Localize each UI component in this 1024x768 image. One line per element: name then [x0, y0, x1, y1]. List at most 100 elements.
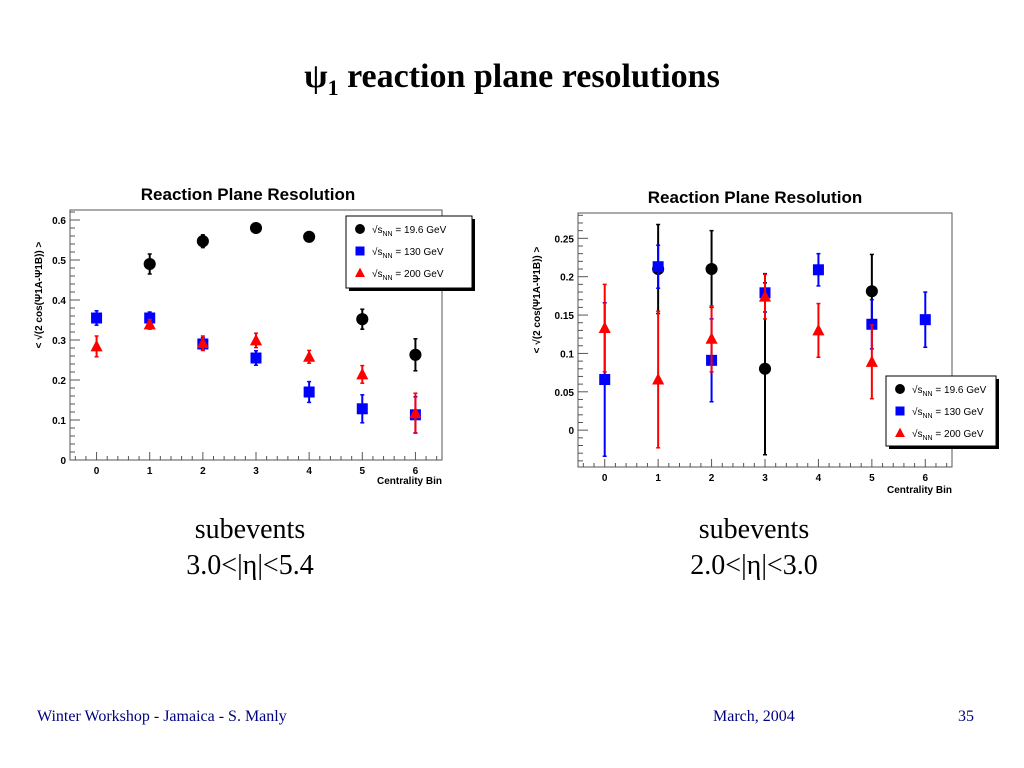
legend-label-1: √sNN = 130 GeV: [372, 246, 444, 260]
data-point: [250, 352, 262, 364]
chart-left-xtick-label: 3: [253, 466, 259, 477]
data-point: [812, 264, 824, 276]
chart-left-xtick-label: 6: [413, 466, 419, 477]
chart-right-series-circle: [652, 223, 878, 456]
chart-right-series-triangle: [598, 273, 878, 449]
legend-label-2: √sNN = 200 GeV: [912, 428, 984, 442]
chart-left-xtick-label: 2: [200, 466, 206, 477]
data-point: [356, 367, 369, 380]
caption-right: subevents 2.0<|η|<3.0: [604, 512, 904, 584]
legend-marker-circle: [895, 384, 905, 394]
chart-left-ytick-label: 0.5: [52, 256, 66, 267]
data-point: [919, 314, 931, 326]
chart-right: Reaction Plane Resolution 0 0.05 0.1 0.15 0.2…: [520, 180, 1000, 500]
data-point: [196, 336, 209, 349]
data-point: [865, 285, 878, 298]
chart-left-title: Reaction Plane Resolution: [141, 185, 355, 204]
chart-right-xtick-label: 0: [602, 473, 608, 484]
data-point: [866, 318, 878, 330]
title-subscript: 1: [327, 74, 339, 100]
data-point: [409, 406, 422, 419]
legend-label-0: √sNN = 19.6 GeV: [912, 384, 987, 398]
chart-left-ytick-label: 0.3: [52, 336, 66, 347]
legend-label-2: √sNN = 200 GeV: [372, 268, 444, 282]
caption-left-line2: 3.0<|η|<5.4: [186, 550, 314, 581]
chart-right-svg: Reaction Plane Resolution 0 0.05 0.1 0.15 0.2…: [532, 188, 999, 496]
legend-marker-triangle: [895, 427, 905, 438]
data-point: [196, 235, 209, 248]
footer-author: Winter Workshop - Jamaica - S. Manly: [37, 708, 287, 725]
legend-label-1: √sNN = 130 GeV: [912, 406, 984, 420]
chart-right-ytick-label: 0: [568, 426, 574, 437]
chart-left-ylabel: < √(2 cos(Ψ1A-Ψ1B)) >: [34, 241, 45, 348]
data-point: [758, 362, 772, 375]
chart-right-xtick-label: 3: [762, 473, 768, 484]
data-point: [356, 313, 369, 326]
chart-right-xtick-label: 1: [655, 473, 661, 484]
chart-left-series-circle: [143, 221, 422, 372]
chart-left-ytick-label: 0.4: [52, 296, 66, 307]
chart-right-xtick-label: 4: [816, 473, 822, 484]
chart-right-xtick-label: 2: [709, 473, 715, 484]
chart-right-ytick-label: 0.2: [560, 273, 574, 284]
chart-left-ytick-label: 0.6: [52, 216, 66, 227]
chart-right-xtick-label: 6: [923, 473, 929, 484]
data-point: [90, 339, 103, 352]
chart-right-ytick-label: 0.25: [555, 234, 575, 245]
caption-right-line2: 2.0<|η|<3.0: [690, 550, 818, 581]
chart-left-ytick-label: 0.1: [52, 416, 66, 427]
data-point: [143, 257, 156, 271]
chart-left-series-triangle: [90, 317, 422, 434]
chart-right-ylabel: < √(2 cos(Ψ1A-Ψ1B)) >: [532, 246, 543, 353]
chart-left-ytick-label: 0: [60, 456, 66, 467]
data-point: [249, 333, 263, 346]
legend-marker-triangle: [355, 267, 365, 278]
chart-right-ytick-label: 0.05: [555, 388, 575, 399]
legend-box: [345, 215, 473, 289]
chart-left-xtick-label: 1: [147, 466, 153, 477]
chart-left-xlabel: Centrality Bin: [377, 476, 442, 487]
data-point: [249, 221, 263, 235]
legend-marker-square: [895, 406, 905, 416]
slide-title: ψ1 reaction plane resolutions: [0, 58, 1024, 101]
data-point: [758, 290, 772, 302]
chart-right-xlabel: Centrality Bin: [887, 485, 952, 496]
data-point: [91, 312, 103, 324]
data-point: [303, 230, 316, 243]
chart-left: Reaction Plane Resolution 0 0.1 0.2 0.3 0.4 0.…: [28, 178, 488, 498]
chart-left-xtick-label: 5: [360, 466, 366, 477]
caption-right-line1: subevents: [698, 514, 810, 545]
chart-left-xtick-label: 0: [94, 466, 100, 477]
legend-marker-square: [355, 246, 365, 256]
chart-left-svg: Reaction Plane Resolution 0 0.1 0.2 0.3 0.4 0.…: [34, 185, 475, 487]
data-point: [652, 372, 665, 385]
title-psi-symbol: ψ: [304, 58, 328, 95]
chart-left-xtick-label: 4: [306, 466, 312, 477]
chart-right-ytick-label: 0.15: [555, 311, 575, 322]
data-point: [812, 323, 825, 336]
data-point: [705, 332, 718, 344]
chart-right-xtick-label: 5: [869, 473, 875, 484]
chart-left-series-square: [91, 310, 421, 434]
data-point: [143, 317, 156, 330]
data-point: [409, 348, 422, 361]
data-point: [303, 350, 316, 362]
chart-right-legend: √sNN = 19.6 GeV √sNN = 130 GeV √sNN = 200 …: [885, 375, 999, 449]
legend-label-0: √sNN = 19.6 GeV: [372, 224, 447, 238]
chart-right-ytick-label: 0.1: [560, 349, 574, 360]
data-point: [652, 261, 664, 273]
caption-left-line1: subevents: [194, 514, 306, 545]
footer-page-number: 35: [958, 708, 974, 725]
data-point: [865, 355, 878, 367]
legend-marker-circle: [355, 224, 365, 234]
data-point: [705, 262, 718, 276]
chart-right-title: Reaction Plane Resolution: [648, 188, 862, 207]
footer-date: March, 2004: [713, 708, 795, 725]
data-point: [599, 374, 611, 386]
caption-left: subevents 3.0<|η|<5.4: [100, 512, 400, 584]
chart-left-ytick-label: 0.2: [52, 376, 66, 387]
chart-left-legend: √sNN = 19.6 GeV √sNN = 130 GeV √sNN = 200 …: [345, 215, 475, 291]
data-point: [598, 321, 611, 334]
data-point: [303, 386, 315, 398]
data-point: [356, 403, 368, 415]
